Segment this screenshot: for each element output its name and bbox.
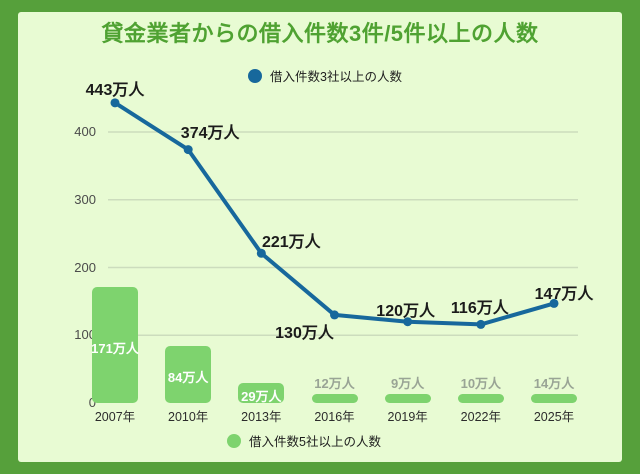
bar-value-label: 12万人 <box>314 376 355 391</box>
y-tick-label: 300 <box>74 191 96 207</box>
line-value-label: 374万人 <box>180 124 240 142</box>
x-tick-label: 2022年 <box>460 410 501 424</box>
line-value-label: 116万人 <box>450 300 509 318</box>
line-value-label: 120万人 <box>376 302 435 320</box>
bar-2022年 <box>457 394 504 403</box>
x-tick-label: 2007年 <box>94 410 136 424</box>
bar-value-label: 171万人 <box>91 340 139 356</box>
bar-value-label: 10万人 <box>460 376 502 391</box>
bar-2025年 <box>531 393 577 403</box>
bar-2007年 <box>92 287 138 403</box>
legend-bar-label: 借入件数5社以上の人数 <box>249 435 381 449</box>
bar-value-label: 14万人 <box>533 375 575 391</box>
bar-2019年 <box>384 394 431 403</box>
x-tick-label: 2025年 <box>533 410 575 424</box>
legend-bar-series: 借入件数5社以上の人数 <box>227 431 381 450</box>
y-tick-label: 100 <box>74 327 96 343</box>
x-tick-label: 2013年 <box>241 410 282 424</box>
line-value-label: 130万人 <box>275 324 334 342</box>
bar-value-label: 29万人 <box>241 388 282 404</box>
legend-line-label: 借入件数3社以上の人数 <box>270 70 402 84</box>
bar-2016年 <box>311 394 358 403</box>
x-tick-label: 2019年 <box>387 410 428 424</box>
y-tick-label: 0 <box>88 395 96 410</box>
line-point <box>183 145 193 155</box>
y-tick-label: 200 <box>74 259 96 275</box>
x-tick-label: 2016年 <box>314 410 355 424</box>
line-point <box>403 317 413 327</box>
line-point <box>256 248 266 258</box>
bar-series-legend-dot-icon <box>227 433 241 448</box>
line-point <box>330 310 340 320</box>
bar-2013年 <box>238 383 285 403</box>
line-value-label: 147万人 <box>534 286 594 304</box>
line-value-label: 221万人 <box>261 234 321 252</box>
bar-value-label: 84万人 <box>167 370 209 386</box>
y-tick-label: 400 <box>74 124 96 139</box>
bar-2010年 <box>165 346 212 403</box>
line-point <box>476 319 486 329</box>
line-point <box>549 298 559 308</box>
line-value-label: 443万人 <box>85 81 145 99</box>
page-title: 貸金業者からの借入件数3件/5件以上の人数 <box>101 21 539 46</box>
bar-value-label: 9万人 <box>391 376 425 391</box>
line-point <box>110 98 120 108</box>
legend-line-series: 借入件数3社以上の人数 <box>248 66 402 85</box>
line-series-legend-dot-icon <box>248 68 262 83</box>
x-tick-label: 2010年 <box>168 410 209 424</box>
